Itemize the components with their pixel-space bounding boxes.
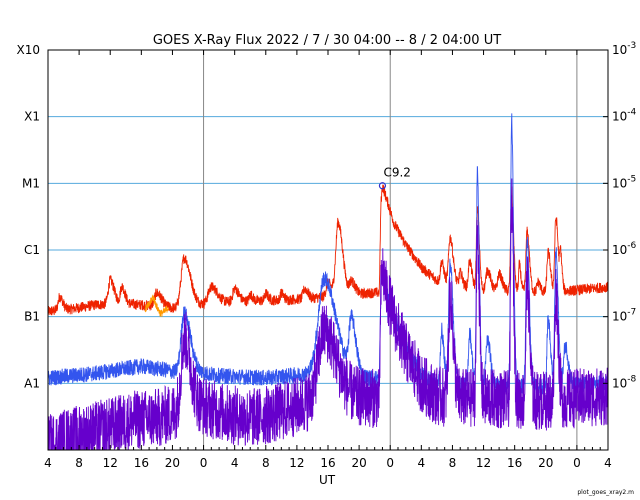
x-tick-label: 16	[134, 456, 149, 470]
x-axis-label: UT	[319, 473, 336, 487]
x-tick-label: 20	[351, 456, 366, 470]
y-left-label: M1	[22, 176, 40, 190]
x-tick-label: 12	[103, 456, 118, 470]
footer-text: plot_goes_xray2.m	[577, 489, 634, 496]
y-left-label: A1	[24, 376, 40, 390]
x-tick-label: 0	[573, 456, 581, 470]
x-tick-label: 16	[320, 456, 335, 470]
y-right-label: 10-6	[612, 241, 637, 257]
right-axis-labels: 10-8 10-7 10-6 10-5 10-4 10-3	[612, 41, 637, 390]
y-left-label: B1	[24, 310, 40, 324]
flare-peak-label: C9.2	[383, 166, 410, 180]
x-tick-label: 8	[75, 456, 83, 470]
y-right-label: 10-8	[612, 374, 637, 390]
x-tick-labels: 4 8 12 16 20 0 4 8 12 16 20 0 4 8 12 16 20 0 4	[44, 456, 612, 470]
flare-peak-marker	[378, 182, 387, 190]
x-tick-label: 16	[507, 456, 522, 470]
flux-series	[47, 113, 609, 451]
series-short	[47, 113, 609, 395]
x-tick-label: 12	[289, 456, 304, 470]
y-right-label: 10-4	[612, 108, 637, 124]
x-tick-label: 8	[449, 456, 457, 470]
x-tick-label: 20	[538, 456, 553, 470]
series-short_noisy	[47, 178, 609, 451]
x-tick-label: 0	[386, 456, 394, 470]
left-axis-labels: A1 B1 C1 M1 X1 X10	[17, 43, 41, 390]
x-tick-label: 8	[262, 456, 270, 470]
x-tick-label: 12	[476, 456, 491, 470]
axis-ticks	[47, 49, 609, 450]
x-tick-label: 4	[604, 456, 612, 470]
x-tick-label: 0	[200, 456, 208, 470]
x-tick-label: 4	[418, 456, 426, 470]
y-right-label: 10-5	[612, 174, 636, 190]
y-right-label: 10-3	[612, 41, 636, 57]
y-left-label: C1	[24, 243, 40, 257]
x-tick-label: 4	[44, 456, 52, 470]
x-tick-label: 20	[165, 456, 180, 470]
y-left-label: X10	[17, 43, 41, 57]
y-right-label: 10-7	[612, 308, 636, 324]
chart-title: GOES X-Ray Flux 2022 / 7 / 30 04:00 -- 8…	[153, 33, 501, 48]
y-left-label: X1	[24, 110, 40, 124]
flare-annotation: C9.2	[378, 166, 411, 190]
x-tick-label: 4	[231, 456, 239, 470]
series-long_alt	[144, 294, 170, 318]
